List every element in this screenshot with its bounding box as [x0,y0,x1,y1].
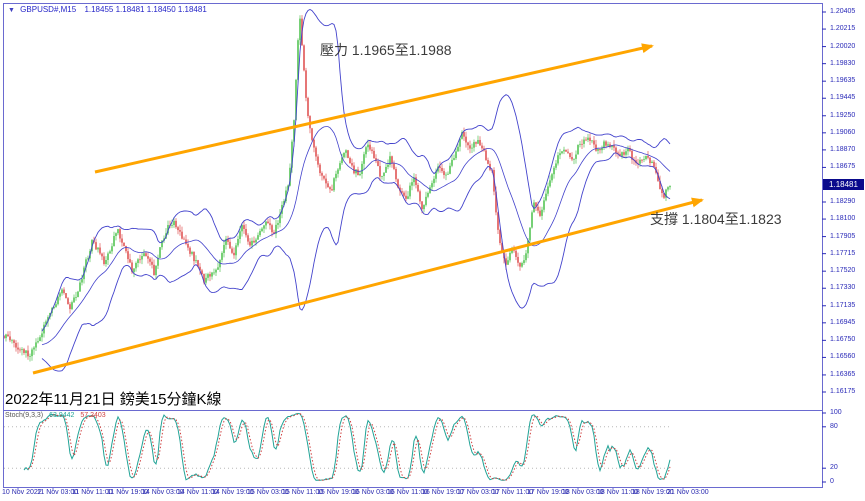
price-tick-label: 1.18870 [830,145,856,153]
price-tick-label: 1.17715 [830,249,856,257]
price-tick-label: 1.19830 [830,59,856,67]
time-tick-label: 21 Nov 03:00 [667,489,709,496]
time-tick-label: 15 Nov 19:00 [317,489,359,496]
price-tick-label: 1.16175 [830,388,856,395]
resistance-annotation[interactable]: 壓力 1.1965至1.1988 [320,42,452,58]
price-tick-label: 1.18100 [830,215,856,223]
stoch-scale-label: 0 [830,478,834,485]
time-tick-label: 11 Nov 03:00 [37,489,79,496]
price-tick-label: 1.18675 [830,163,856,171]
time-tick-label: 16 Nov 11:00 [387,489,429,496]
time-tick-label: 14 Nov 03:00 [142,489,184,496]
time-tick-label: 17 Nov 03:00 [457,489,499,496]
stochastic-pane [3,410,823,488]
time-tick-label: 18 Nov 11:00 [597,489,639,496]
time-tick-label: 18 Nov 19:00 [632,489,674,496]
price-tick-label: 1.19060 [830,128,856,136]
price-tick-label: 1.16945 [830,318,856,326]
price-tick-label: 1.16365 [830,370,856,378]
time-tick-label: 14 Nov 19:00 [212,489,254,496]
time-tick-label: 16 Nov 19:00 [422,489,464,496]
stoch-scale-label: 20 [830,464,838,472]
chart-header: ▼ GBPUSD#,M15 1.18455 1.18481 1.18450 1.… [8,5,207,14]
price-tick-label: 1.19635 [830,77,856,85]
price-tick-label: 1.19250 [830,111,856,119]
price-tick-label: 1.20215 [830,25,856,33]
time-tick-label: 11 Nov 11:00 [72,489,113,496]
time-tick-label: 15 Nov 11:00 [282,489,324,496]
chart-caption: 2022年11月21日 鎊美15分鐘K線 [5,391,222,408]
time-tick-label: 17 Nov 19:00 [527,489,569,496]
price-tick-label: 1.20405 [830,8,856,15]
price-tick-label: 1.17330 [830,284,856,292]
time-tick-label: 15 Nov 03:00 [247,489,289,496]
price-tick-label: 1.17520 [830,267,856,275]
price-tick-label: 1.16750 [830,336,856,344]
price-tick-label: 1.18290 [830,198,856,205]
stoch-scale-label: 100 [830,409,842,416]
time-tick-label: 14 Nov 11:00 [177,489,219,496]
price-tick-label: 1.16560 [830,353,856,361]
price-tick-label: 1.19445 [830,94,856,102]
stoch-scale-label: 80 [830,422,838,430]
time-tick-label: 17 Nov 11:00 [492,489,534,496]
current-price-label: 1.18481 [823,179,864,191]
price-tick-label: 1.17905 [830,232,856,240]
stoch-d-value: 57.2403 [80,412,106,419]
price-tick-label: 1.17135 [830,301,856,309]
time-tick-label: 16 Nov 03:00 [352,489,394,496]
support-annotation[interactable]: 支撐 1.1804至1.1823 [650,211,782,227]
symbol-marker-icon: ▼ [8,7,15,14]
time-tick-label: 11 Nov 19:00 [107,489,149,496]
time-tick-label: 18 Nov 03:00 [562,489,604,496]
stochastic-indicator-label: Stoch(9,3,3) 63.9442 57.2403 [5,412,106,419]
ohlc-values-label: 1.18455 1.18481 1.18450 1.18481 [84,5,207,14]
stoch-name-label: Stoch(9,3,3) [5,412,44,419]
stoch-k-value: 63.9442 [49,412,75,419]
price-tick-label: 1.20020 [830,42,856,50]
symbol-timeframe-label: GBPUSD#,M15 [20,5,77,14]
time-tick-label: 10 Nov 2022 [2,489,42,496]
